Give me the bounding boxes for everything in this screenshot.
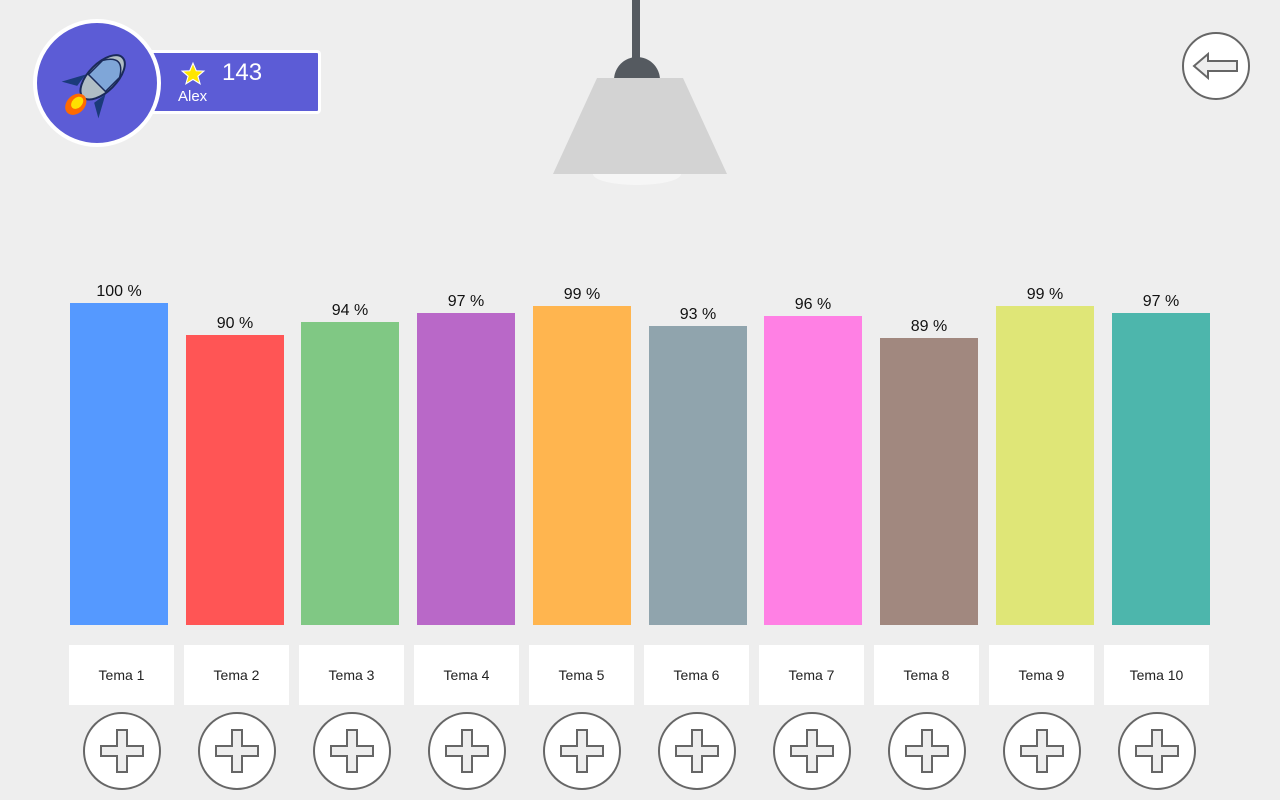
- topic-label[interactable]: Tema 2: [184, 645, 289, 705]
- bar: [301, 322, 399, 625]
- bar-value-label: 99 %: [1026, 286, 1064, 304]
- bar-value-label: 100 %: [96, 283, 142, 300]
- bar: [533, 306, 631, 625]
- avatar[interactable]: [33, 19, 161, 147]
- topic-label[interactable]: Tema 4: [414, 645, 519, 705]
- plus-icon: [445, 729, 489, 773]
- add-button[interactable]: [1003, 712, 1081, 790]
- add-button[interactable]: [658, 712, 736, 790]
- bar-value-label: 90 %: [216, 315, 254, 333]
- bar: [764, 315, 862, 625]
- add-button[interactable]: [83, 712, 161, 790]
- score-value: 143: [222, 59, 263, 86]
- add-button[interactable]: [428, 712, 506, 790]
- add-button[interactable]: [1118, 712, 1196, 790]
- bar: [1112, 312, 1210, 625]
- plus-icon: [905, 729, 949, 773]
- user-score-panel: 143 Alex: [150, 50, 321, 114]
- bar-value-label: 97 %: [1142, 292, 1180, 310]
- user-name: Alex: [178, 88, 208, 105]
- plus-icon: [1135, 729, 1179, 773]
- topic-label[interactable]: Tema 3: [299, 645, 404, 705]
- bar-value-label: 94 %: [331, 302, 369, 320]
- star-icon: [180, 61, 206, 85]
- rocket-icon: [61, 54, 126, 119]
- bar: [186, 335, 284, 625]
- add-button[interactable]: [313, 712, 391, 790]
- add-button[interactable]: [198, 712, 276, 790]
- plus-icon: [1020, 729, 1064, 773]
- plus-icon: [100, 729, 144, 773]
- bar: [417, 312, 515, 625]
- bar: [880, 338, 978, 625]
- bar: [70, 303, 168, 625]
- bar: [996, 306, 1094, 625]
- topic-label[interactable]: Tema 1: [69, 645, 174, 705]
- topic-label[interactable]: Tema 9: [989, 645, 1094, 705]
- bar-value-label: 99 %: [563, 286, 601, 304]
- bar: [649, 325, 747, 625]
- add-button[interactable]: [773, 712, 851, 790]
- plus-icon: [330, 729, 374, 773]
- plus-icon: [675, 729, 719, 773]
- plus-icon: [215, 729, 259, 773]
- topic-label[interactable]: Tema 10: [1104, 645, 1209, 705]
- topic-label[interactable]: Tema 6: [644, 645, 749, 705]
- bar-value-label: 96 %: [794, 295, 832, 313]
- topic-label[interactable]: Tema 5: [529, 645, 634, 705]
- bar-value-label: 89 %: [910, 318, 948, 336]
- plus-icon: [790, 729, 834, 773]
- plus-icon: [560, 729, 604, 773]
- topic-label[interactable]: Tema 7: [759, 645, 864, 705]
- add-button[interactable]: [888, 712, 966, 790]
- arrow-left-icon: [1192, 51, 1238, 81]
- bar-value-label: 93 %: [679, 305, 717, 323]
- back-button[interactable]: [1182, 32, 1250, 100]
- topic-label[interactable]: Tema 8: [874, 645, 979, 705]
- bar-value-label: 97 %: [447, 292, 485, 310]
- add-button[interactable]: [543, 712, 621, 790]
